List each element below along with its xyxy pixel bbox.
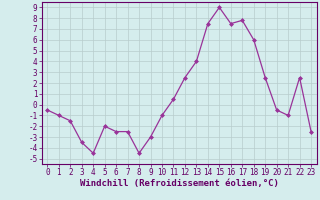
X-axis label: Windchill (Refroidissement éolien,°C): Windchill (Refroidissement éolien,°C) xyxy=(80,179,279,188)
